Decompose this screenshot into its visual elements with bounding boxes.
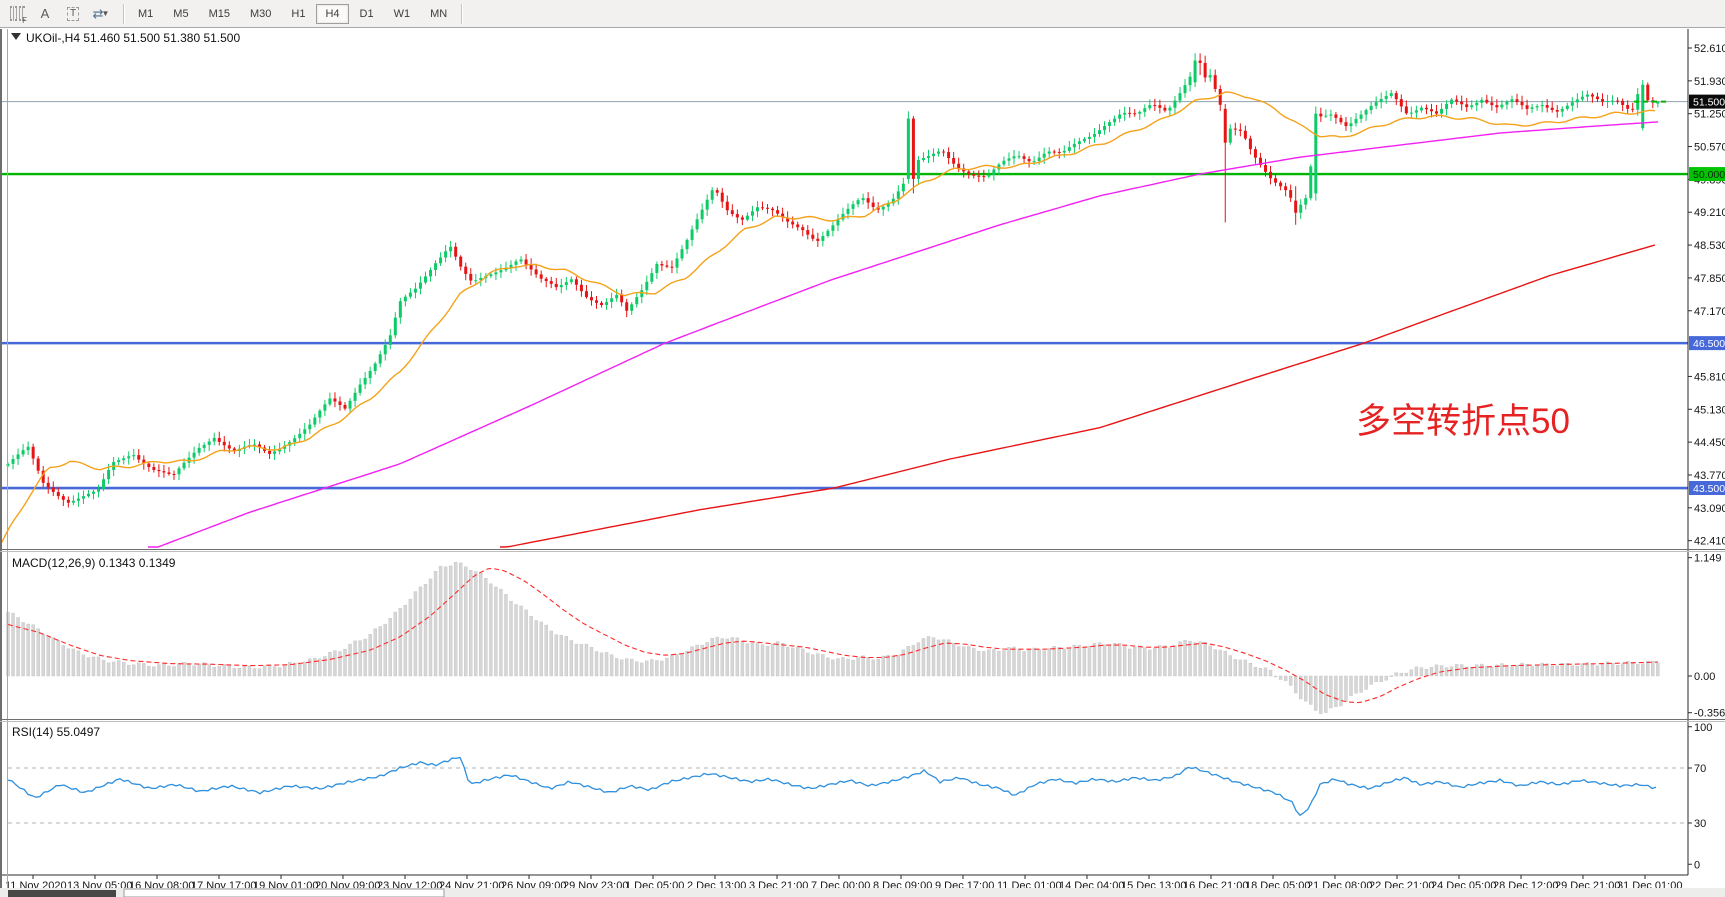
text-label-a-icon[interactable]: A [34,4,56,24]
bottom-tab-active[interactable] [123,888,445,897]
rsi-line [7,756,1657,817]
svg-text:43.090: 43.090 [1694,503,1725,515]
horizontal-level-lines [2,101,1688,490]
svg-text:43.770: 43.770 [1694,470,1725,482]
timeframe-button-D1[interactable]: D1 [351,4,383,24]
panel-borders [0,29,1725,897]
svg-text:43.500: 43.500 [1693,483,1725,495]
cycle-glyph: ⇄ [92,5,104,21]
cycle-arrows-icon[interactable]: ⇄ ▼ [90,4,112,24]
svg-text:50.000: 50.000 [1693,169,1725,181]
timeframe-button-M30[interactable]: M30 [241,4,280,24]
svg-text:45.810: 45.810 [1694,371,1725,383]
rsi-panel [7,756,1688,824]
timeframe-button-M5[interactable]: M5 [164,4,197,24]
svg-text:46.500: 46.500 [1693,338,1725,350]
toolbar-separator [123,3,124,24]
svg-text:44.450: 44.450 [1694,437,1725,449]
macd-panel [6,562,1660,714]
dropdown-caret-icon: ▼ [101,9,110,18]
svg-text:51.930: 51.930 [1694,76,1725,88]
svg-text:47.850: 47.850 [1694,273,1725,285]
svg-text:42.410: 42.410 [1694,536,1725,548]
candlestick-series[interactable] [6,53,1660,508]
svg-text:50.570: 50.570 [1694,142,1725,154]
svg-text:1.149: 1.149 [1694,553,1722,565]
moving-average-lines [0,91,1668,548]
svg-text:30: 30 [1694,818,1706,830]
svg-text:45.130: 45.130 [1694,404,1725,416]
ma-mid-magenta [148,121,1659,548]
timeframe-button-H4[interactable]: H4 [316,3,349,24]
svg-text:-0.3563: -0.3563 [1694,708,1725,720]
timeframe-button-MN[interactable]: MN [421,4,456,24]
chart-title: UKOil-,H4 51.460 51.500 51.380 51.500 [26,31,240,45]
annotation-text: 多空转折点50 [1356,402,1570,441]
svg-text:0: 0 [1694,859,1700,871]
grid-f-icon[interactable]: F [6,4,28,25]
svg-text:51.500: 51.500 [1693,97,1725,109]
bottom-tab-dark[interactable] [8,890,116,897]
svg-text:49.210: 49.210 [1694,207,1725,219]
timeframe-button-M1[interactable]: M1 [129,4,162,24]
svg-text:48.530: 48.530 [1694,240,1725,252]
timeframe-button-W1[interactable]: W1 [385,4,420,24]
toolbar-icon-group: F A T ⇄ ▼ [0,4,118,25]
letter-t-glyph: T [66,6,80,21]
ma-slow-red [500,244,1656,548]
macd-signal-line [7,567,1659,704]
svg-text:52.610: 52.610 [1694,43,1725,55]
svg-text:70: 70 [1694,763,1706,775]
ma-fast-orange [0,91,1656,547]
svg-text:47.170: 47.170 [1694,306,1725,318]
price-axis[interactable]: 52.61051.93051.25050.57049.89049.21048.5… [1687,29,1725,875]
letter-a-glyph: A [40,6,50,21]
grid-f-sublabel: F [22,15,27,25]
svg-text:100: 100 [1694,722,1712,734]
timeframe-button-bar: M1 M5 M15 M30 H1 H4 D1 W1 MN [129,3,456,24]
rsi-label: RSI(14) 55.0497 [12,725,100,739]
symbol-dropdown-caret-icon[interactable] [11,33,21,40]
text-box-t-icon[interactable]: T [62,4,84,24]
macd-label: MACD(12,26,9) 0.1343 0.1349 [12,556,176,570]
svg-text:51.250: 51.250 [1694,109,1725,121]
svg-text:0.00: 0.00 [1694,671,1715,683]
toolbar-separator [461,3,463,24]
top-toolbar: F A T ⇄ ▼ M1 M5 M15 M30 H1 H4 D1 W1 MN [0,0,1725,28]
timeframe-button-H1[interactable]: H1 [282,4,314,24]
timeframe-button-M15[interactable]: M15 [200,4,239,24]
